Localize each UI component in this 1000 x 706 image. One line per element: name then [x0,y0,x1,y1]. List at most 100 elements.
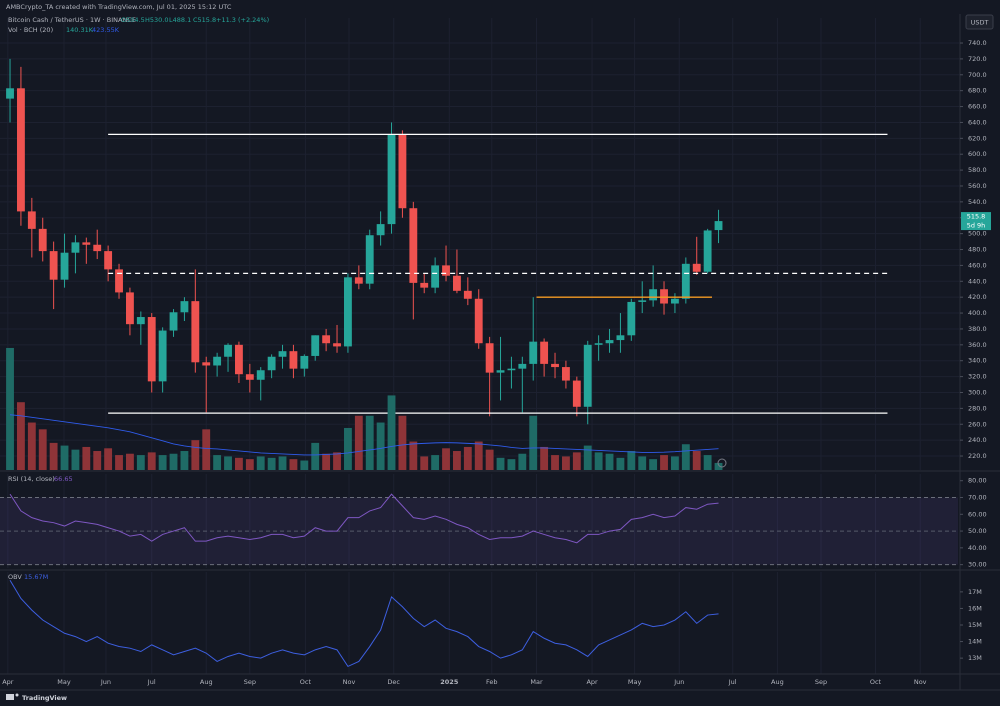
volume-bar [333,452,341,470]
candle-body [376,224,385,236]
volume-bar [235,457,243,470]
volume-bar [671,456,679,470]
y-tick-label: 540.0 [968,198,987,206]
y-tick-label: 50.00 [968,527,987,535]
volume-bar [104,448,113,470]
candle-body [681,263,690,299]
volume-bar [638,456,647,470]
volume-bar [518,453,527,470]
y-tick-label: 700.0 [968,71,987,79]
x-tick-label: Oct [870,678,882,686]
candle-body [442,265,450,276]
candle-body [158,330,167,382]
candle-body [49,251,58,280]
candle-body [17,88,25,212]
volume-bar [300,460,309,470]
line-series [9,493,719,544]
x-tick-label: Jul [147,678,156,686]
y-tick-label: 60.00 [968,510,987,518]
candle-body [551,363,559,368]
y-tick-label: 480.0 [968,246,987,254]
volume-bar [409,441,418,470]
volume-bar [289,459,298,470]
candle-body [267,356,276,371]
volume-bar [660,455,668,470]
candle-body [485,343,494,373]
volume-bar [463,446,472,470]
candle-body [660,289,668,304]
volume-bar [169,453,178,470]
candle-body [322,335,331,344]
currency-icon [717,458,727,468]
candle-body [71,242,80,253]
volume-bar [17,402,25,470]
volume-bar [365,415,374,470]
volume-bar [496,457,505,470]
x-tick-label: Aug [200,678,213,686]
volume-bar [442,448,450,470]
candle-body [474,298,483,344]
volume-bar [681,444,690,470]
volume-bar [398,415,407,470]
y-tick-label: 300.0 [968,388,987,396]
y-tick-label: 70.00 [968,494,987,502]
candle-body [333,343,341,347]
candle-body [126,292,134,325]
volume-bar [82,446,91,470]
x-tick-label: Nov [343,678,356,686]
x-tick-label: Aug [771,678,784,686]
candle-body [496,370,505,373]
y-tick-label: 500.0 [968,230,987,238]
volume-bar [344,427,352,470]
volume-bar [191,440,200,470]
candle-body [354,277,363,284]
line-series [9,580,719,668]
candle-body [180,301,189,313]
volume-bar [551,455,559,470]
volume-bar [605,453,614,470]
y-tick-label: 460.0 [968,261,987,269]
candle-body [27,211,36,229]
volume-bar [136,455,145,470]
candle-body [202,362,211,366]
y-tick-label: 380.0 [968,325,987,333]
candle-body [311,335,320,356]
currency-label[interactable]: USDT [971,19,989,27]
currency-button[interactable] [965,14,994,30]
volume-value: 140.31K [66,26,94,34]
candle-body [93,244,102,252]
y-tick-label: 680.0 [968,87,987,95]
x-tick-label: 2025 [440,678,459,686]
volume-bar [158,455,167,470]
volume-bar [431,455,440,470]
candle-body [235,344,243,375]
ohlc-open: O504.5 [121,16,145,24]
volume-bar [485,449,494,470]
candle-body [540,341,549,364]
y-tick-label: 17M [968,588,982,596]
y-tick-label: 14M [968,638,982,646]
brand: TradingView [22,694,67,702]
volume-bar [256,456,265,470]
candle-body [365,235,374,284]
x-tick-label: Mar [530,678,543,686]
volume-bar [180,451,189,470]
volume-bar [692,451,701,470]
x-tick-label: Apr [2,678,14,686]
candle-body [213,356,222,366]
volume-bar [529,415,538,470]
volume-ma-value: 423.55K [92,26,120,34]
brand-logo [6,693,19,700]
candle-body [147,317,156,382]
y-tick-label: 640.0 [968,118,987,126]
pane-value: 15.67M [24,573,48,581]
y-tick-label: 360.0 [968,341,987,349]
x-tick-label: Sep [244,678,256,686]
volume-bar [387,395,396,470]
volume-bar [147,452,156,470]
candle-body [224,344,232,357]
pane-title: Vol · BCH (20) [8,26,53,34]
symbol: Bitcoin Cash / TetherUS · 1W · BINANCE [8,16,136,24]
